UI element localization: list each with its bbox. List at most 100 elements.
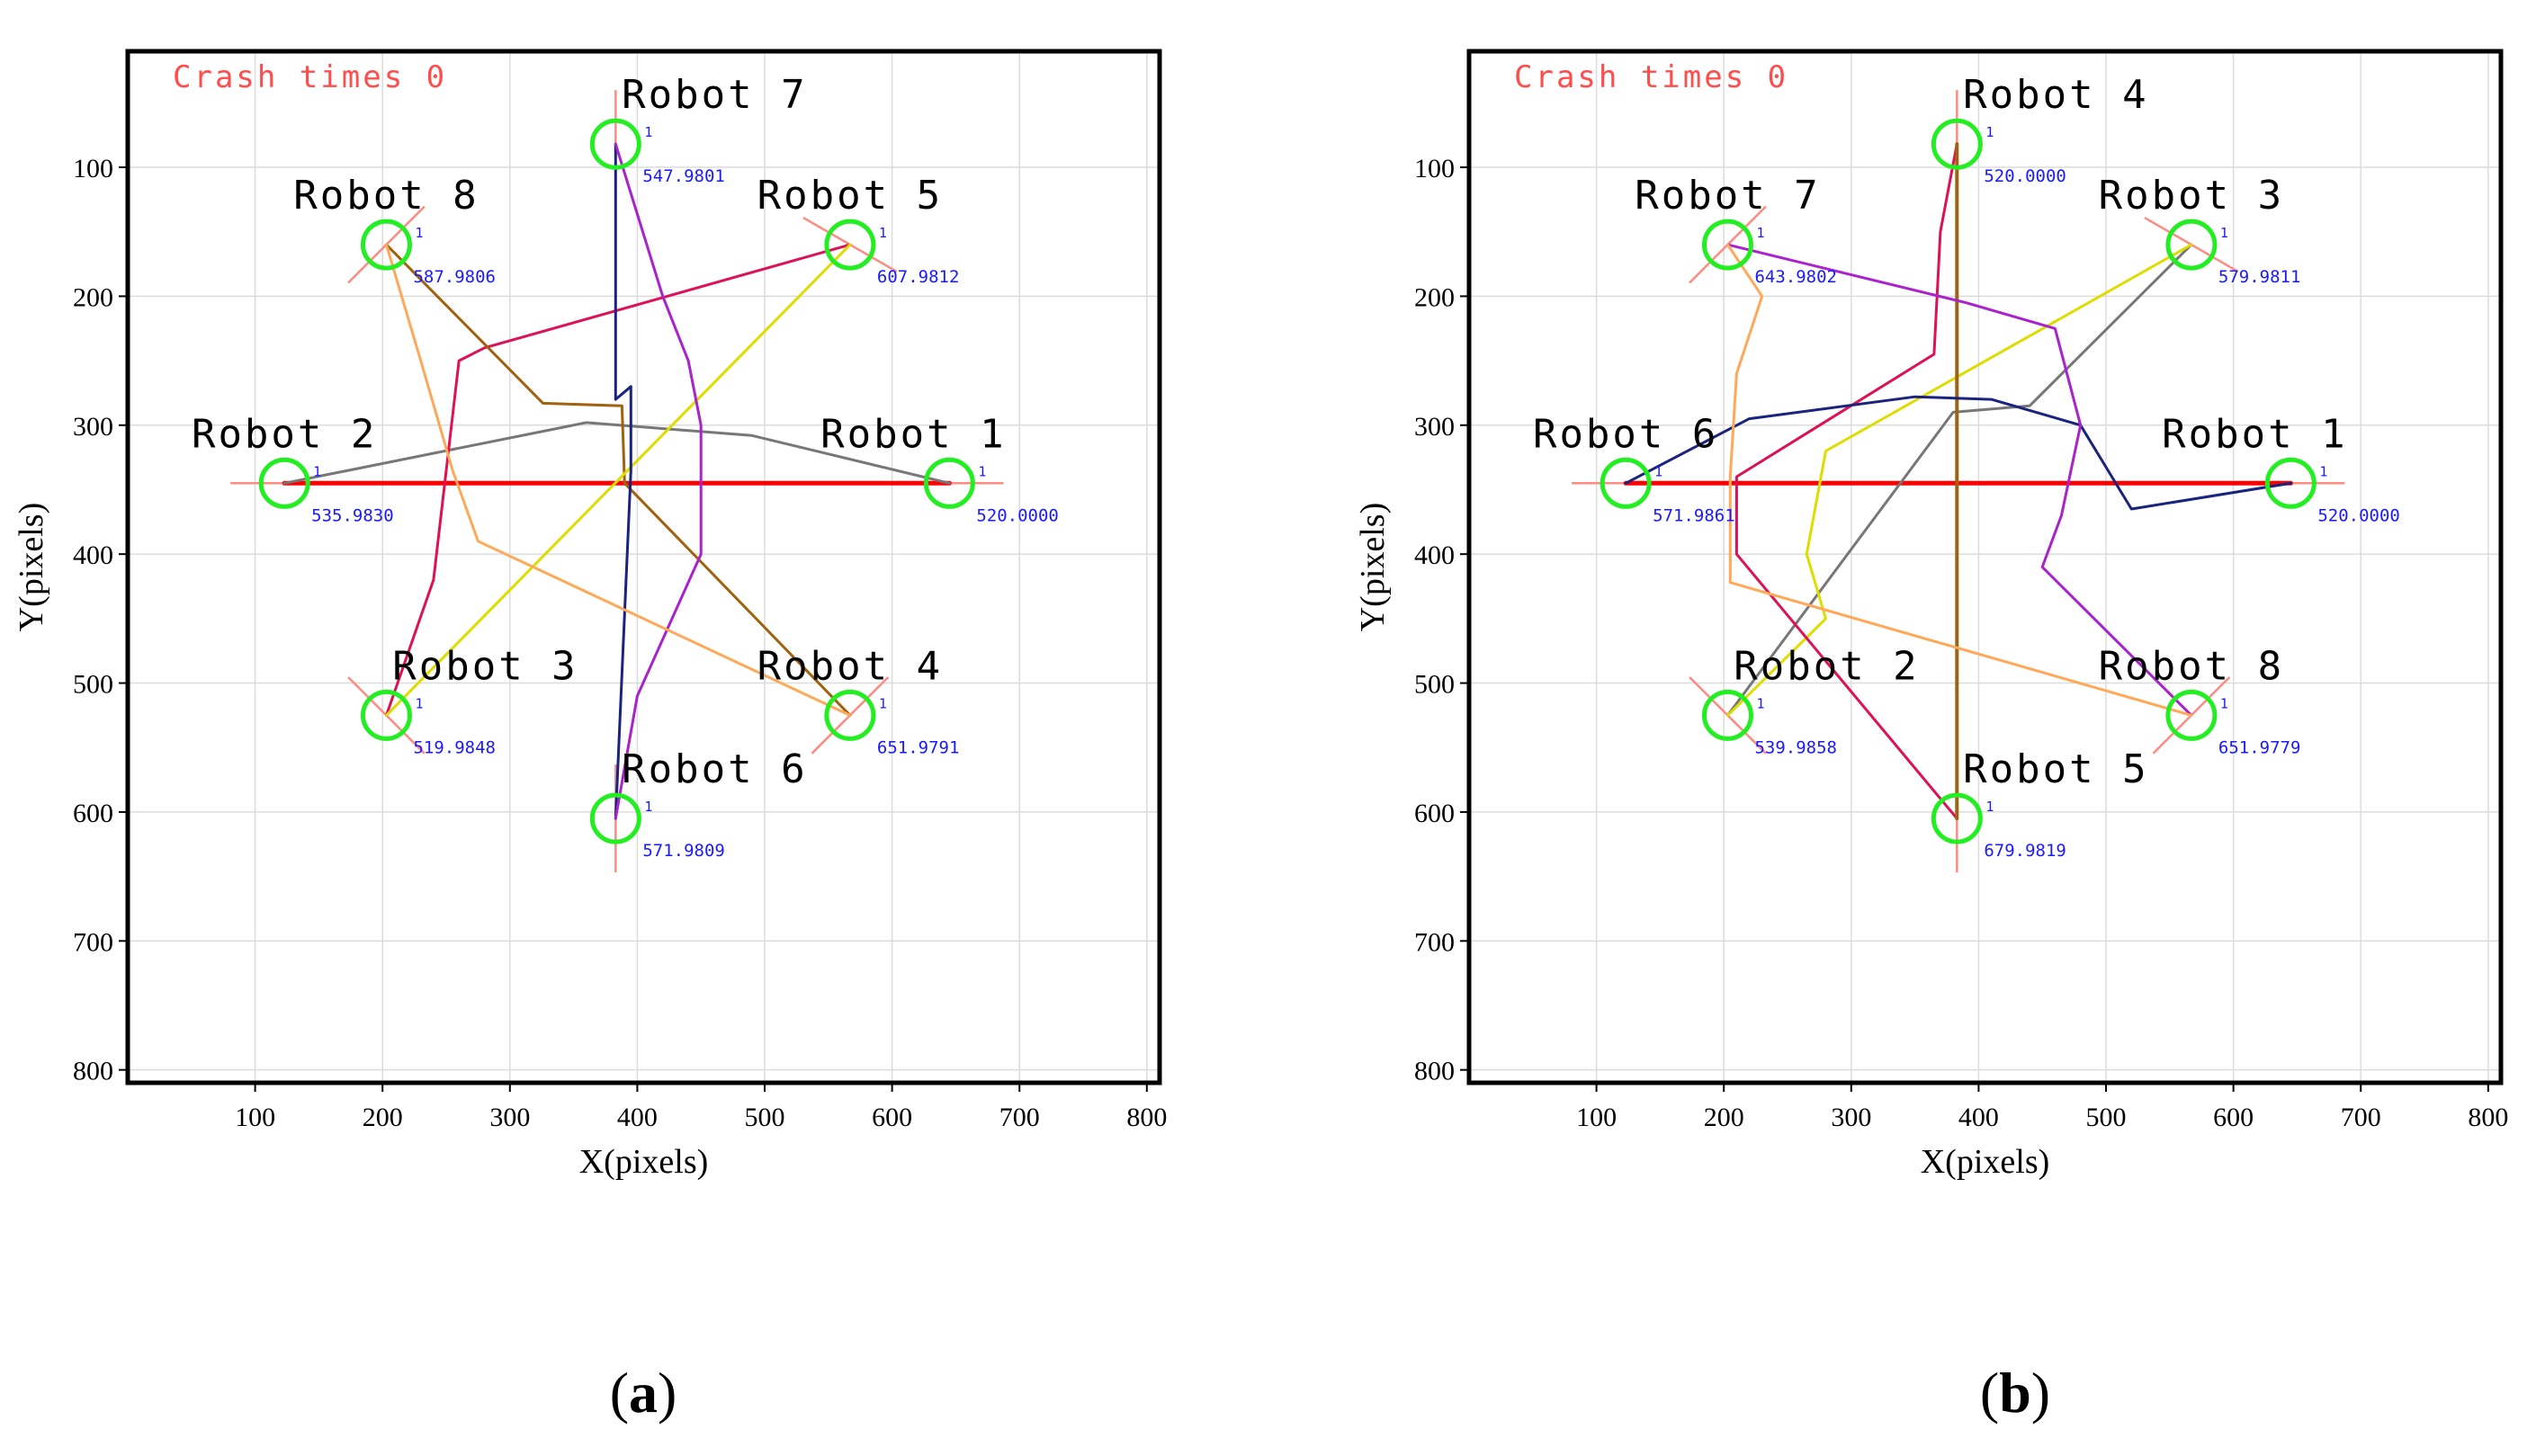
trajectory-robot-8-path bbox=[385, 243, 852, 717]
robot-5-id: 1 bbox=[879, 225, 887, 241]
y-tick-label: 700 bbox=[73, 927, 113, 957]
trajectory-robot-2-path bbox=[1726, 243, 2193, 717]
y-tick-label: 100 bbox=[1414, 154, 1455, 183]
trajectory-robot-3-path bbox=[1726, 243, 2193, 717]
robot-2-id: 1 bbox=[313, 463, 321, 479]
axes-frame bbox=[125, 49, 1162, 1085]
robot-7-marker bbox=[589, 118, 641, 170]
robot-5-marker bbox=[824, 219, 876, 271]
robot-2-value: 535.9830 bbox=[311, 505, 394, 525]
robot-7-label: Robot 7 bbox=[1635, 173, 1820, 219]
robot-8-marker bbox=[360, 219, 412, 271]
x-axis-label: X(pixels) bbox=[579, 1143, 709, 1181]
trajectory-robot-7-path bbox=[1726, 243, 2193, 717]
robot-6-label: Robot 6 bbox=[622, 746, 807, 792]
x-tick-label: 100 bbox=[235, 1103, 275, 1132]
caption-close: ) bbox=[658, 1361, 677, 1425]
robot-3-marker bbox=[2165, 219, 2218, 271]
robot-4-label: Robot 4 bbox=[1963, 72, 2148, 118]
robot-1-label: Robot 1 bbox=[820, 411, 1006, 457]
robot-3-value: 579.9811 bbox=[2218, 267, 2301, 287]
robot-5-value: 679.9819 bbox=[1984, 841, 2066, 861]
robot-1-label: Robot 1 bbox=[2162, 411, 2347, 457]
y-tick-label: 600 bbox=[73, 799, 113, 828]
robot-1-value: 520.0000 bbox=[976, 505, 1059, 525]
robot-5-label: Robot 5 bbox=[1963, 746, 2148, 792]
y-tick-label: 500 bbox=[73, 670, 113, 700]
robot-4-value: 651.9791 bbox=[877, 737, 960, 757]
robot-4-label: Robot 4 bbox=[757, 643, 943, 689]
robot-7-marker bbox=[1701, 219, 1753, 271]
crash-counter: Crash times 0 bbox=[1514, 59, 1788, 95]
robot-7-id: 1 bbox=[1756, 225, 1764, 241]
robot-8-value: 587.9806 bbox=[413, 267, 496, 287]
x-tick-label: 200 bbox=[363, 1103, 403, 1132]
x-tick-label: 300 bbox=[489, 1103, 530, 1132]
plot-area bbox=[128, 51, 1160, 1083]
x-tick-label: 400 bbox=[1958, 1103, 1999, 1132]
panel-a: 100 200 300 400 500 600 700 800 100 200 300 400 500 6… bbox=[13, 49, 1167, 1425]
axes-frame bbox=[1466, 49, 2504, 1085]
robot-2-label: Robot 2 bbox=[192, 411, 377, 457]
x-tick-label: 200 bbox=[1704, 1103, 1744, 1132]
crash-counter: Crash times 0 bbox=[173, 59, 447, 95]
x-tick-label: 500 bbox=[2086, 1103, 2127, 1132]
x-axis-label: X(pixels) bbox=[1921, 1143, 2050, 1181]
robot-7-value: 547.9801 bbox=[642, 166, 725, 186]
robot-1-id: 1 bbox=[2319, 463, 2327, 479]
panel-caption: (a) bbox=[610, 1361, 677, 1425]
robot-8-value: 651.9779 bbox=[2218, 737, 2301, 757]
robot-2-marker bbox=[258, 457, 310, 509]
panel-b: 100 200 300 400 500 600 700 800 100 200 300 400 500 6… bbox=[1354, 49, 2508, 1425]
robot-6-label: Robot 6 bbox=[1533, 411, 1718, 457]
trajectory-robot-6-path bbox=[1624, 395, 2292, 511]
robot-6-value: 571.9809 bbox=[642, 841, 725, 861]
caption-close: ) bbox=[2031, 1361, 2050, 1425]
caption-open: ( bbox=[610, 1361, 629, 1425]
robot-4-marker bbox=[824, 689, 876, 741]
robot-6-marker bbox=[589, 792, 641, 844]
robot-2-value: 539.9858 bbox=[1754, 737, 1837, 757]
robot-7-id: 1 bbox=[644, 124, 652, 140]
y-tick-label: 200 bbox=[1414, 282, 1455, 312]
robot-8-label: Robot 8 bbox=[293, 173, 479, 219]
x-tick-label: 800 bbox=[2468, 1103, 2508, 1132]
robot-8-label: Robot 8 bbox=[2099, 643, 2284, 689]
robot-2-marker bbox=[1701, 689, 1753, 741]
trajectory-robot-5-path bbox=[385, 243, 852, 717]
robot-4-id: 1 bbox=[879, 695, 887, 711]
plot-area bbox=[1469, 51, 2501, 1083]
robot-7-label: Robot 7 bbox=[622, 72, 807, 118]
trajectory-robot-4-path bbox=[385, 243, 852, 717]
x-tick-label: 600 bbox=[2213, 1103, 2254, 1132]
y-tick-label: 500 bbox=[1414, 670, 1455, 700]
robot-6-id: 1 bbox=[644, 799, 652, 815]
robot-1-marker bbox=[923, 457, 975, 509]
y-tick-label: 800 bbox=[73, 1057, 113, 1086]
robot-5-label: Robot 5 bbox=[757, 173, 943, 219]
robot-5-marker bbox=[1931, 792, 1983, 844]
y-axis-label: Y(pixels) bbox=[13, 503, 50, 632]
y-tick-label: 100 bbox=[73, 154, 113, 183]
x-tick-label: 300 bbox=[1831, 1103, 1871, 1132]
robot-3-id: 1 bbox=[2220, 225, 2228, 241]
robot-1-value: 520.0000 bbox=[2317, 505, 2400, 525]
x-tick-label: 400 bbox=[617, 1103, 658, 1132]
robot-6-value: 571.9861 bbox=[1653, 505, 1735, 525]
robot-2-id: 1 bbox=[1756, 695, 1764, 711]
y-tick-label: 600 bbox=[1414, 799, 1455, 828]
y-tick-label: 800 bbox=[1414, 1057, 1455, 1086]
robot-8-marker bbox=[2165, 689, 2218, 741]
robot-3-label: Robot 3 bbox=[2099, 173, 2284, 219]
trajectory-robot-3-path bbox=[385, 243, 852, 717]
y-tick-label: 700 bbox=[1414, 927, 1455, 957]
x-tick-label: 700 bbox=[999, 1103, 1040, 1132]
y-axis-label: Y(pixels) bbox=[1354, 503, 1392, 632]
caption-letter: b bbox=[1999, 1361, 2031, 1425]
robot-8-id: 1 bbox=[2220, 695, 2228, 711]
robot-5-value: 607.9812 bbox=[877, 267, 960, 287]
caption-open: ( bbox=[1980, 1361, 1999, 1425]
robot-1-id: 1 bbox=[978, 463, 986, 479]
x-tick-label: 100 bbox=[1576, 1103, 1617, 1132]
trajectory-robot-8-path bbox=[1726, 243, 2193, 717]
